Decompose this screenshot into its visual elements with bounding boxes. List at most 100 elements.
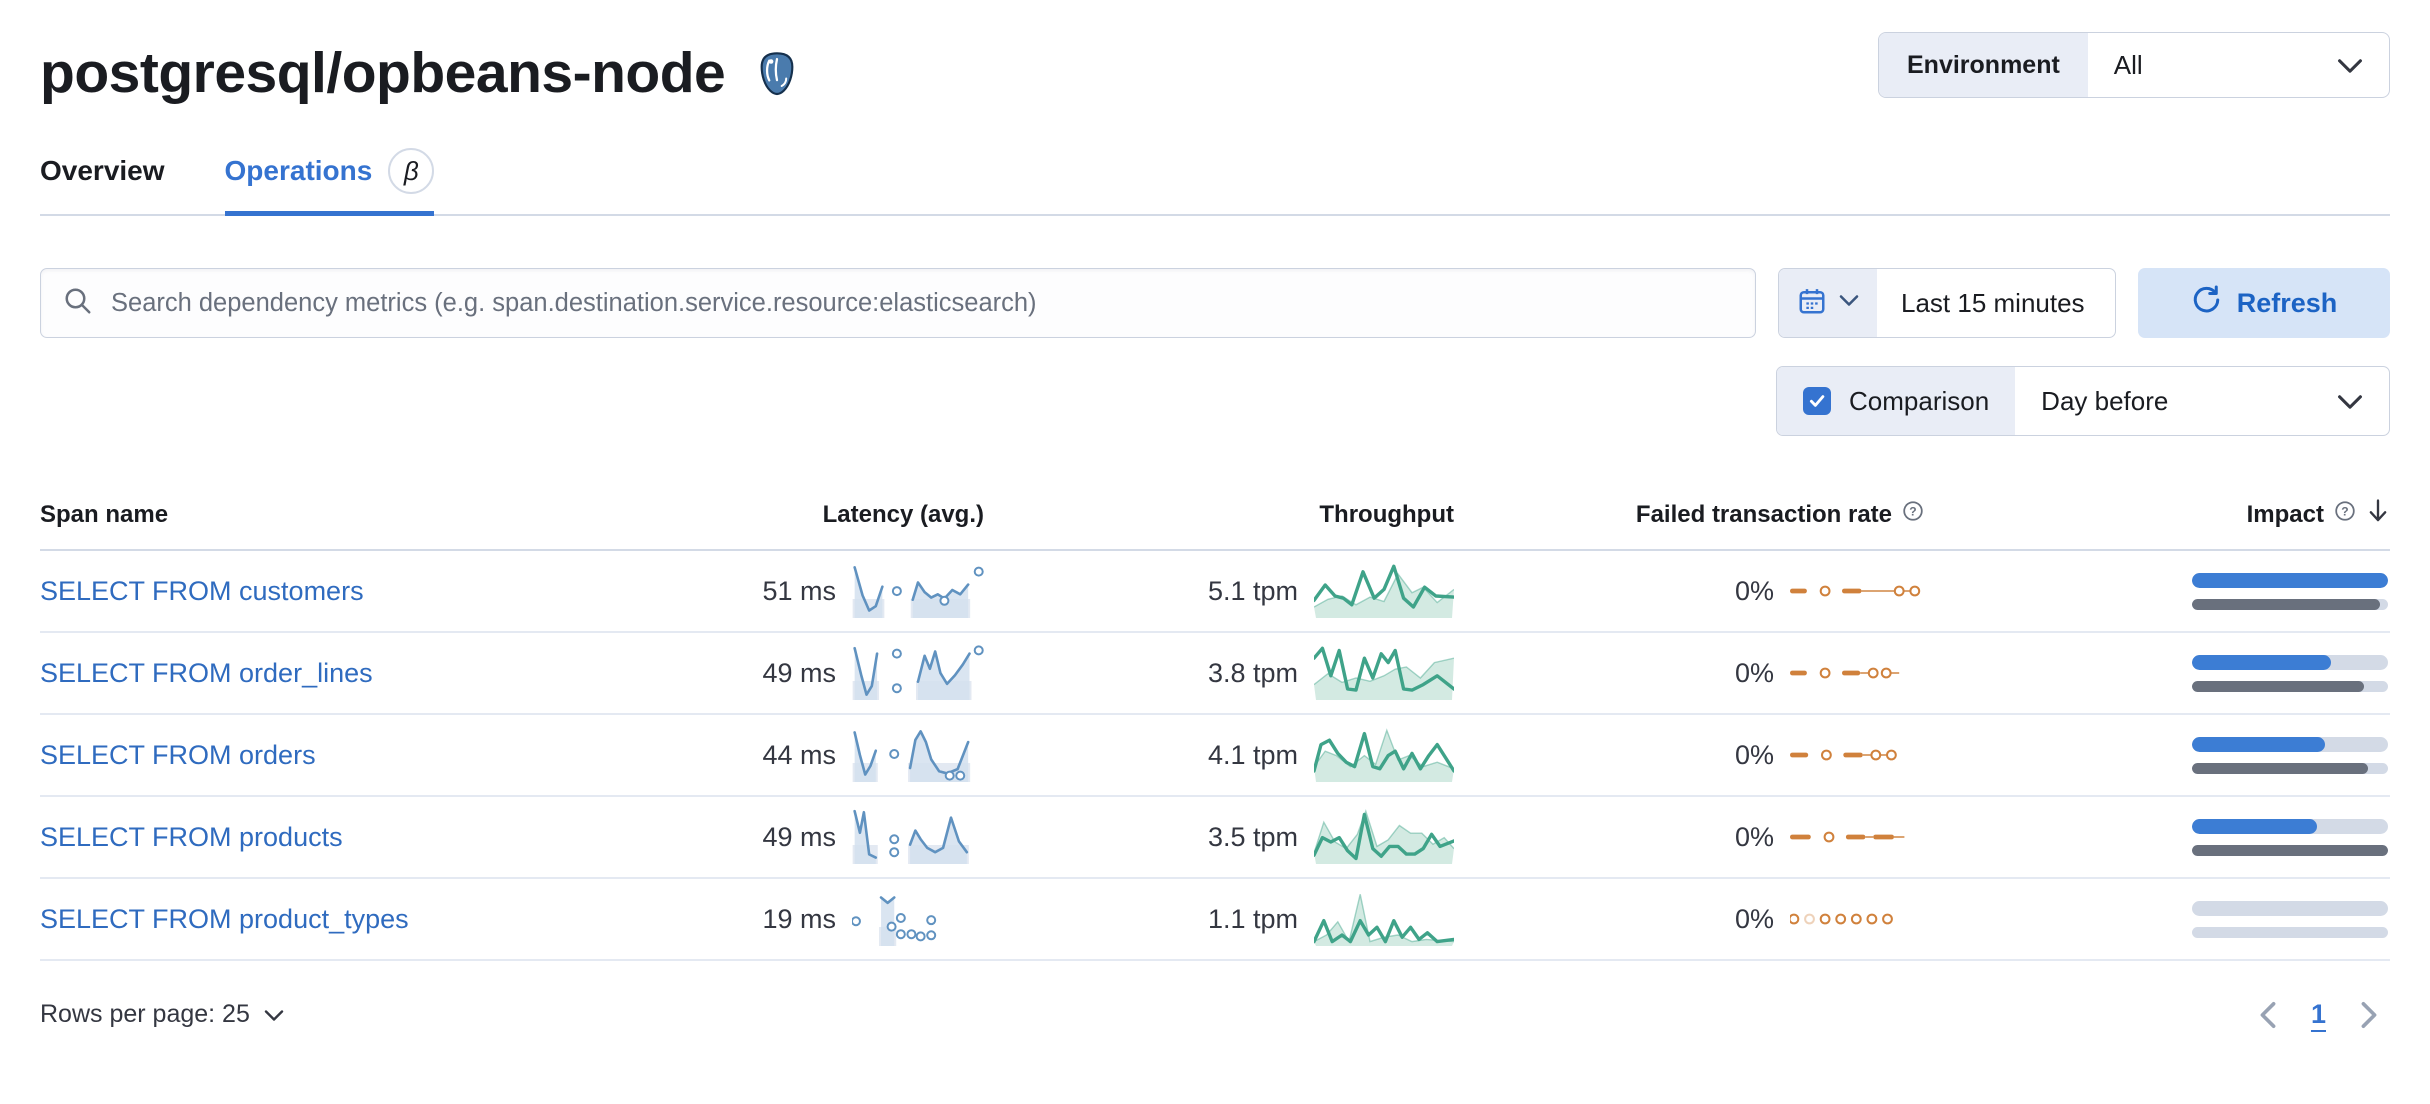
failed-rate-sparkline [1790, 905, 1924, 933]
comparison-value: Day before [2041, 385, 2169, 416]
comparison-checkbox-wrap[interactable]: Comparison [1777, 367, 2016, 435]
throughput-sparkline [1314, 562, 1454, 620]
beta-badge: β [388, 148, 435, 194]
latency-cell: 49 ms [514, 808, 984, 866]
span-name-link[interactable]: SELECT FROM customers [40, 575, 364, 606]
throughput-cell: 1.1 tpm [984, 890, 1454, 948]
impact-bar-current [2192, 818, 2318, 834]
tab-overview-label: Overview [40, 155, 165, 186]
date-quick-select[interactable] [1779, 269, 1877, 337]
throughput-sparkline [1314, 726, 1454, 784]
search-input[interactable] [109, 287, 1733, 319]
throughput-value: 1.1 tpm [1207, 903, 1298, 934]
chevron-down-icon [2337, 386, 2363, 417]
question-circle-icon[interactable]: ? [2334, 500, 2356, 529]
impact-bar-current-track [2192, 736, 2388, 752]
rows-per-page-button[interactable]: Rows per page: 25 [40, 1000, 284, 1029]
sort-desc-icon [2366, 498, 2390, 531]
comparison-control: Comparison Day before [1776, 366, 2390, 436]
comparison-checkbox[interactable] [1803, 387, 1831, 415]
throughput-sparkline [1314, 808, 1454, 866]
environment-label: Environment [1879, 33, 2088, 97]
throughput-value: 4.1 tpm [1207, 739, 1298, 770]
impact-bar-previous-track [2192, 680, 2388, 692]
latency-value: 49 ms [762, 657, 836, 688]
failed-rate-cell: 0% [1454, 658, 1924, 689]
impact-bar-current [2192, 572, 2388, 588]
impact-bar-previous [2192, 762, 2369, 774]
chevron-down-icon [2337, 50, 2363, 81]
impact-bar-current-track [2192, 900, 2388, 916]
latency-sparkline [852, 644, 984, 702]
failed-rate-sparkline [1790, 659, 1924, 687]
column-header-latency[interactable]: Latency (avg.) [822, 500, 984, 528]
throughput-value: 3.5 tpm [1207, 821, 1298, 852]
next-page-button[interactable] [2358, 1001, 2380, 1029]
time-range-value[interactable]: Last 15 minutes [1901, 287, 2085, 318]
previous-page-button[interactable] [2257, 1001, 2279, 1029]
impact-bar-previous-track [2192, 926, 2388, 938]
throughput-cell: 3.5 tpm [984, 808, 1454, 866]
column-header-throughput[interactable]: Throughput [1319, 500, 1454, 528]
search-box [40, 268, 1756, 338]
latency-cell: 19 ms [514, 890, 984, 948]
span-name-link[interactable]: SELECT FROM orders [40, 739, 316, 770]
throughput-value: 5.1 tpm [1207, 575, 1298, 606]
span-name-link[interactable]: SELECT FROM products [40, 821, 343, 852]
impact-bar-previous-track [2192, 762, 2388, 774]
failed-rate-value: 0% [1734, 821, 1774, 852]
impact-bar-current [2192, 654, 2332, 670]
span-name-cell: SELECT FROM products [40, 822, 514, 853]
failed-rate-sparkline [1790, 577, 1924, 605]
latency-cell: 49 ms [514, 644, 984, 702]
column-header-failed-rate[interactable]: Failed transaction rate ? [1454, 484, 1924, 549]
failed-rate-cell: 0% [1454, 740, 1924, 771]
throughput-sparkline [1314, 890, 1454, 948]
impact-bar-previous [2192, 598, 2381, 610]
comparison-select[interactable]: Day before [2015, 367, 2389, 435]
tab-overview[interactable]: Overview [40, 148, 165, 214]
toolbar: Last 15 minutes Refresh [40, 268, 2390, 338]
postgresql-logo-icon [753, 50, 801, 103]
refresh-button[interactable]: Refresh [2138, 268, 2390, 338]
impact-bar-previous-track [2192, 598, 2388, 610]
latency-cell: 51 ms [514, 562, 984, 620]
failed-rate-sparkline [1790, 823, 1924, 851]
table-footer: Rows per page: 25 1 [40, 999, 2390, 1030]
failed-rate-value: 0% [1734, 657, 1774, 688]
throughput-sparkline [1314, 644, 1454, 702]
search-icon [63, 286, 93, 321]
refresh-label: Refresh [2236, 287, 2338, 318]
impact-bars [2192, 818, 2388, 856]
environment-value: All [2113, 49, 2143, 80]
column-header-impact[interactable]: Impact ? [1924, 484, 2390, 549]
span-name-link[interactable]: SELECT FROM product_types [40, 903, 409, 934]
page-number[interactable]: 1 [2310, 999, 2326, 1029]
impact-bar-current-track [2192, 818, 2388, 834]
impact-cell [1924, 572, 2390, 610]
tab-operations-label: Operations [224, 155, 373, 186]
throughput-cell: 4.1 tpm [984, 726, 1454, 784]
span-name-link[interactable]: SELECT FROM order_lines [40, 657, 373, 688]
failed-rate-cell: 0% [1454, 904, 1924, 935]
throughput-cell: 5.1 tpm [984, 562, 1454, 620]
throughput-cell: 3.8 tpm [984, 644, 1454, 702]
impact-bars [2192, 900, 2388, 938]
impact-cell [1924, 818, 2390, 856]
date-picker[interactable]: Last 15 minutes [1778, 268, 2116, 338]
rows-per-page-label: Rows per page: 25 [40, 1000, 250, 1028]
table-row: SELECT FROM orders 44 ms 4.1 tpm 0% [40, 715, 2390, 797]
table-row: SELECT FROM product_types 19 ms 1.1 tpm … [40, 879, 2390, 961]
failed-rate-value: 0% [1734, 575, 1774, 606]
latency-sparkline [852, 808, 984, 866]
span-name-cell: SELECT FROM customers [40, 576, 514, 607]
tab-operations[interactable]: Operations β [224, 148, 435, 216]
environment-select[interactable]: Environment All [1878, 32, 2390, 98]
impact-bars [2192, 736, 2388, 774]
table-body: SELECT FROM customers 51 ms 5.1 tpm 0% S… [40, 551, 2390, 961]
failed-rate-sparkline [1790, 741, 1924, 769]
question-circle-icon[interactable]: ? [1902, 500, 1924, 529]
impact-cell [1924, 900, 2390, 938]
latency-value: 51 ms [762, 575, 836, 606]
